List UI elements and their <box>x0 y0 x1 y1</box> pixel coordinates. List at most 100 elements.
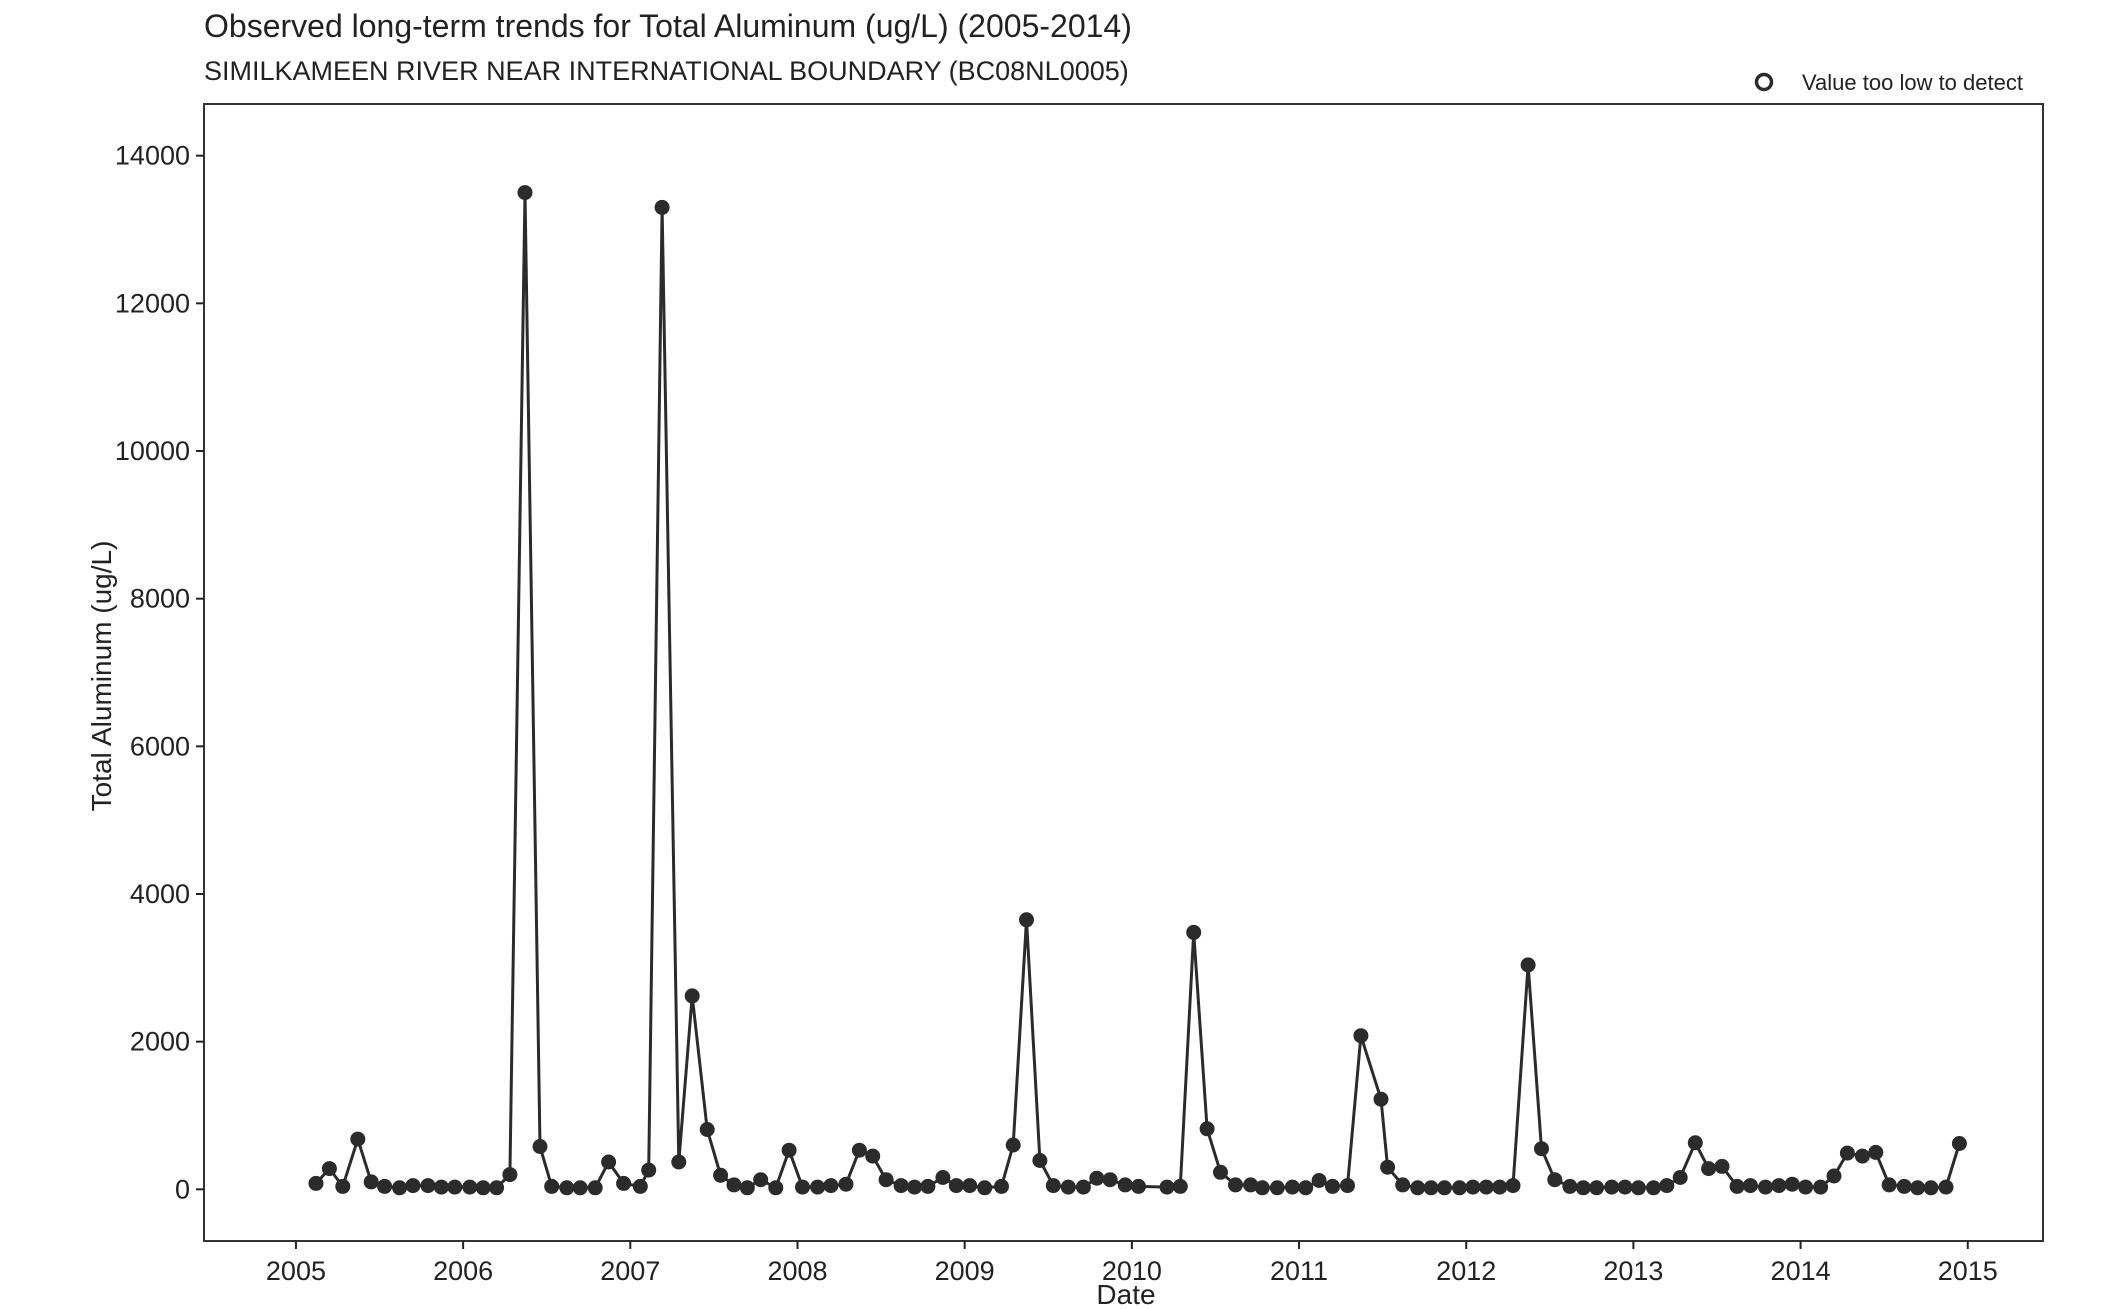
data-point <box>377 1178 393 1194</box>
data-point <box>994 1178 1009 1194</box>
y-tick-label: 8000 <box>130 584 190 614</box>
x-tick-label: 2006 <box>433 1256 493 1286</box>
data-point <box>1437 1180 1452 1196</box>
data-point <box>641 1162 657 1178</box>
data-point <box>1284 1179 1300 1195</box>
legend-open-circle-icon <box>1754 72 1774 92</box>
data-point <box>601 1154 617 1170</box>
data-point <box>475 1180 491 1196</box>
data-point <box>1951 1136 1967 1151</box>
data-point <box>308 1175 324 1191</box>
data-point <box>1630 1180 1646 1196</box>
data-point <box>1896 1178 1912 1194</box>
legend: Value too low to detect <box>1754 70 2023 95</box>
data-point <box>1380 1159 1396 1175</box>
data-point <box>920 1178 936 1194</box>
data-point <box>1452 1180 1467 1196</box>
data-point <box>350 1131 366 1147</box>
data-point <box>851 1142 867 1158</box>
data-point <box>1562 1178 1578 1194</box>
data-point <box>405 1178 421 1194</box>
data-point <box>572 1180 588 1196</box>
data-point <box>1045 1178 1061 1194</box>
data-point <box>1881 1177 1897 1193</box>
data-point <box>713 1167 729 1183</box>
data-point <box>420 1178 436 1194</box>
data-point <box>684 988 700 1004</box>
data-point <box>977 1180 993 1196</box>
data-point <box>1784 1176 1800 1192</box>
data-point <box>1298 1180 1314 1196</box>
data-point <box>447 1179 463 1195</box>
data-point <box>616 1175 632 1191</box>
data-point <box>1520 957 1536 973</box>
data-point <box>1854 1148 1870 1164</box>
data-point <box>1701 1161 1717 1177</box>
data-point <box>1032 1153 1048 1168</box>
data-point <box>935 1170 951 1185</box>
data-point <box>1423 1180 1439 1196</box>
x-axis-title: Date <box>1096 1279 1155 1309</box>
data-point <box>878 1172 894 1188</box>
data-point <box>865 1148 881 1164</box>
data-point <box>795 1179 810 1195</box>
x-tick-label: 2008 <box>767 1256 827 1286</box>
data-point <box>363 1174 379 1190</box>
data-point <box>544 1178 560 1194</box>
data-point <box>781 1142 797 1158</box>
data-point <box>1617 1179 1633 1195</box>
data-point <box>462 1179 478 1195</box>
legend-label: Value too low to detect <box>1802 70 2023 95</box>
data-point <box>1575 1180 1591 1196</box>
data-point <box>1159 1179 1175 1195</box>
data-point <box>1868 1144 1884 1160</box>
data-point <box>1117 1177 1133 1193</box>
data-point <box>1826 1168 1842 1184</box>
data-point <box>1186 924 1202 940</box>
data-point <box>517 185 533 201</box>
data-point <box>699 1122 715 1137</box>
data-point <box>753 1172 769 1188</box>
data-point <box>1089 1170 1105 1186</box>
data-point <box>1659 1178 1675 1194</box>
data-point <box>1742 1178 1758 1194</box>
x-tick-label: 2011 <box>1270 1256 1328 1286</box>
data-point <box>1813 1179 1829 1195</box>
data-point <box>1492 1179 1508 1195</box>
x-tick-label: 2007 <box>600 1256 660 1286</box>
chart-title: Observed long-term trends for Total Alum… <box>204 8 1132 44</box>
data-point <box>335 1178 351 1194</box>
data-point <box>1687 1135 1703 1151</box>
data-point <box>1172 1178 1188 1194</box>
data-point <box>726 1177 742 1193</box>
data-point <box>1534 1141 1549 1157</box>
y-tick-label: 2000 <box>130 1027 190 1057</box>
y-axis-title: Total Aluminum (ug/L) <box>86 541 117 812</box>
data-point <box>1714 1158 1730 1174</box>
data-point <box>433 1179 449 1195</box>
data-point <box>1410 1180 1426 1196</box>
data-point <box>1798 1179 1814 1195</box>
data-point <box>1547 1172 1563 1188</box>
y-tick-label: 0 <box>175 1174 190 1204</box>
x-axis: 2005 2006 2007 2008 2009 2010 2011 2012 2013 2014… <box>266 1241 1998 1286</box>
data-point <box>1353 1028 1369 1044</box>
data-point <box>1729 1178 1745 1194</box>
data-point <box>1269 1180 1285 1196</box>
data-point <box>893 1178 909 1194</box>
x-tick-label: 2005 <box>266 1256 326 1286</box>
data-point <box>1005 1137 1021 1153</box>
data-point <box>1060 1179 1076 1195</box>
data-point <box>489 1180 505 1196</box>
data-point <box>1131 1178 1146 1194</box>
data-point <box>1505 1178 1521 1194</box>
data-point <box>1646 1180 1661 1196</box>
data-point <box>1478 1179 1494 1195</box>
data-point <box>1604 1179 1620 1195</box>
data-point <box>1340 1178 1355 1194</box>
x-tick-label: 2010 <box>1102 1256 1162 1286</box>
data-point <box>671 1154 687 1170</box>
data-point <box>321 1161 337 1177</box>
data-point <box>962 1178 978 1194</box>
